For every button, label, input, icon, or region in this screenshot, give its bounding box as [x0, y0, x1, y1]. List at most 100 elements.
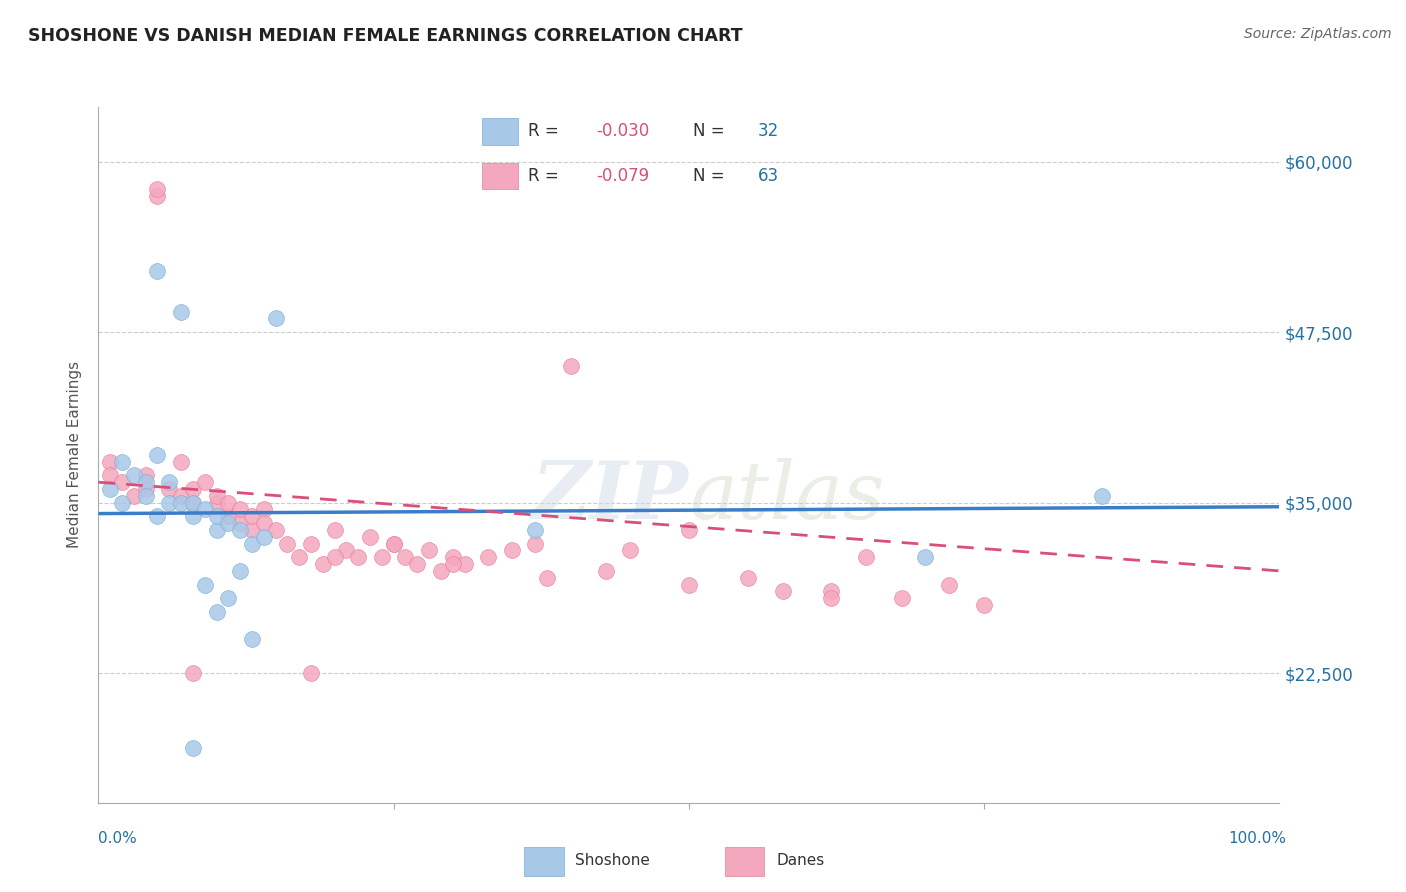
Point: [335, 543, 357, 558]
Text: atlas: atlas: [689, 458, 884, 535]
Point: [820, 591, 842, 606]
Point: [619, 543, 641, 558]
Point: [157, 475, 180, 490]
Point: [181, 741, 204, 756]
Point: [299, 666, 322, 681]
Point: [194, 577, 217, 591]
Point: [524, 523, 547, 537]
FancyBboxPatch shape: [482, 119, 517, 145]
Point: [595, 564, 617, 578]
Point: [217, 496, 239, 510]
Point: [441, 557, 464, 571]
Point: [501, 543, 523, 558]
Point: [240, 509, 263, 524]
Point: [157, 482, 180, 496]
Point: [217, 591, 239, 606]
Point: [170, 304, 193, 318]
Point: [205, 523, 228, 537]
Point: [418, 543, 440, 558]
Point: [264, 523, 287, 537]
Point: [678, 523, 700, 537]
Text: 0.0%: 0.0%: [98, 831, 138, 846]
Point: [181, 496, 204, 510]
Point: [98, 468, 121, 483]
Point: [181, 496, 204, 510]
Point: [406, 557, 429, 571]
Text: SHOSHONE VS DANISH MEDIAN FEMALE EARNINGS CORRELATION CHART: SHOSHONE VS DANISH MEDIAN FEMALE EARNING…: [28, 27, 742, 45]
Point: [181, 509, 204, 524]
Point: [146, 509, 169, 524]
Text: N =: N =: [693, 167, 730, 185]
Point: [323, 523, 346, 537]
Point: [536, 571, 558, 585]
Point: [524, 536, 547, 550]
Point: [382, 536, 405, 550]
Point: [253, 502, 276, 516]
Point: [217, 516, 239, 530]
Point: [253, 530, 276, 544]
Point: [359, 530, 381, 544]
Point: [890, 591, 912, 606]
Text: R =: R =: [529, 122, 564, 140]
Point: [111, 496, 134, 510]
Text: ZIP: ZIP: [531, 458, 689, 535]
FancyBboxPatch shape: [482, 163, 517, 189]
Point: [264, 311, 287, 326]
Point: [122, 489, 145, 503]
Point: [914, 550, 936, 565]
Point: [253, 516, 276, 530]
Point: [98, 455, 121, 469]
Point: [441, 550, 464, 565]
Point: [205, 496, 228, 510]
Point: [430, 564, 453, 578]
Point: [1091, 489, 1114, 503]
Point: [678, 577, 700, 591]
Text: Source: ZipAtlas.com: Source: ZipAtlas.com: [1244, 27, 1392, 41]
Point: [394, 550, 416, 565]
Point: [323, 550, 346, 565]
Point: [135, 489, 157, 503]
Point: [382, 536, 405, 550]
Point: [299, 536, 322, 550]
Point: [229, 502, 252, 516]
Point: [371, 550, 394, 565]
Text: 63: 63: [758, 167, 779, 185]
Point: [477, 550, 499, 565]
Point: [229, 516, 252, 530]
Point: [560, 359, 582, 374]
Point: [973, 598, 995, 612]
Point: [170, 455, 193, 469]
Point: [170, 489, 193, 503]
Point: [240, 523, 263, 537]
Text: N =: N =: [693, 122, 730, 140]
Point: [772, 584, 794, 599]
Point: [194, 502, 217, 516]
Point: [229, 564, 252, 578]
Point: [205, 509, 228, 524]
Text: -0.030: -0.030: [596, 122, 650, 140]
Text: Shoshone: Shoshone: [575, 854, 650, 868]
Point: [170, 496, 193, 510]
Text: 100.0%: 100.0%: [1229, 831, 1286, 846]
Point: [855, 550, 877, 565]
Point: [229, 523, 252, 537]
Point: [135, 475, 157, 490]
Text: -0.079: -0.079: [596, 167, 650, 185]
Point: [111, 475, 134, 490]
Text: 32: 32: [758, 122, 779, 140]
Text: Danes: Danes: [776, 854, 824, 868]
Point: [194, 475, 217, 490]
Point: [240, 536, 263, 550]
Point: [111, 455, 134, 469]
Point: [240, 632, 263, 646]
FancyBboxPatch shape: [524, 847, 564, 876]
FancyBboxPatch shape: [725, 847, 765, 876]
Point: [146, 188, 169, 202]
Point: [157, 496, 180, 510]
Point: [181, 482, 204, 496]
Text: R =: R =: [529, 167, 564, 185]
Point: [288, 550, 311, 565]
Point: [205, 489, 228, 503]
Point: [122, 468, 145, 483]
Point: [205, 605, 228, 619]
